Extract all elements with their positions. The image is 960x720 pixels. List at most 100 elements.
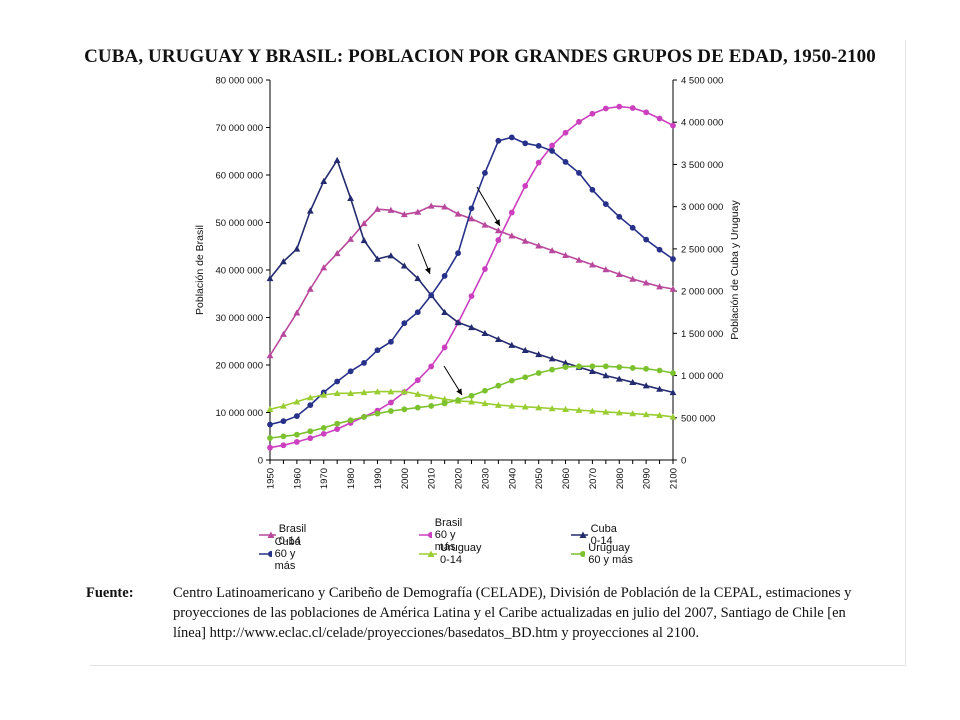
data-point-cuba-0-14 <box>347 194 354 201</box>
data-point-uruguay-0-14 <box>320 391 328 398</box>
data-point-uruguay-0-14 <box>575 406 583 413</box>
data-point-uruguay-0-14 <box>400 388 408 395</box>
data-point-brasil-0-14 <box>615 270 623 277</box>
data-point-uruguay-0-14 <box>548 405 556 412</box>
data-point-cuba-60-y-m-s <box>616 213 623 220</box>
data-point-brasil-60-y-m-s <box>589 110 596 117</box>
data-point-uruguay-0-14 <box>508 402 516 409</box>
legend-label: Brasil 0-14 <box>278 523 307 547</box>
data-point-cuba-60-y-m-s <box>589 186 596 193</box>
data-point-brasil-0-14 <box>441 203 449 210</box>
data-point-cuba-60-y-m-s <box>656 246 663 253</box>
data-point-cuba-60-y-m-s <box>535 142 542 149</box>
data-point-uruguay-0-14 <box>494 401 502 408</box>
data-point-uruguay-60-y-m-s <box>643 365 650 372</box>
data-point-cuba-0-14 <box>280 258 287 265</box>
data-point-uruguay-60-y-m-s <box>267 435 273 441</box>
data-point-uruguay-60-y-m-s <box>361 414 367 420</box>
x-tick-label: 2010 <box>427 468 438 489</box>
data-point-uruguay-0-14 <box>360 389 368 396</box>
data-point-cuba-0-14 <box>374 255 381 262</box>
y-left-tick-label: 50 000 000 <box>215 218 263 229</box>
y-right-tick-label: 2 000 000 <box>681 287 723 298</box>
data-point-uruguay-0-14 <box>481 400 489 407</box>
y-left-tick-label: 80 000 000 <box>215 76 263 87</box>
data-point-uruguay-60-y-m-s <box>468 392 475 399</box>
data-point-cuba-0-14 <box>468 324 475 331</box>
data-point-cuba-0-14 <box>669 389 677 396</box>
data-point-cuba-60-y-m-s <box>307 402 314 409</box>
data-point-cuba-0-14 <box>293 245 301 252</box>
source-label: Fuente: <box>86 585 134 601</box>
data-point-uruguay-0-14 <box>414 390 422 397</box>
data-point-brasil-0-14 <box>468 215 475 222</box>
x-tick-label: 2040 <box>507 468 518 489</box>
data-point-cuba-60-y-m-s <box>293 413 300 419</box>
data-point-uruguay-0-14 <box>387 388 395 395</box>
data-point-cuba-0-14 <box>360 237 368 244</box>
data-point-uruguay-0-14 <box>306 394 314 401</box>
data-point-brasil-60-y-m-s <box>522 183 529 189</box>
page-frame-bottom <box>90 665 906 666</box>
data-point-cuba-60-y-m-s <box>643 236 650 243</box>
legend-label: Brasil 60 y más <box>434 517 463 553</box>
data-point-uruguay-0-14 <box>602 408 610 415</box>
legend-label: Uruguay 60 y más <box>588 542 633 566</box>
data-point-cuba-60-y-m-s <box>374 347 381 354</box>
x-tick-label: 2090 <box>642 468 653 489</box>
data-point-cuba-0-14 <box>481 329 489 337</box>
data-point-cuba-60-y-m-s <box>522 140 529 147</box>
annotation-arrow <box>476 186 501 227</box>
x-tick-label: 2020 <box>454 468 465 489</box>
data-point-brasil-60-y-m-s <box>320 430 327 437</box>
page-frame-right <box>905 40 906 665</box>
data-point-brasil-0-14 <box>589 261 596 268</box>
data-point-cuba-60-y-m-s <box>414 309 421 316</box>
data-point-cuba-60-y-m-s <box>482 169 488 176</box>
data-point-cuba-60-y-m-s <box>455 250 461 257</box>
data-point-cuba-60-y-m-s <box>347 368 354 375</box>
data-point-brasil-0-14 <box>427 202 435 209</box>
data-point-uruguay-0-14 <box>562 405 569 413</box>
data-point-brasil-0-14 <box>669 285 677 292</box>
data-point-brasil-0-14 <box>374 205 381 212</box>
data-point-cuba-60-y-m-s <box>602 201 609 208</box>
x-tick-label: 2050 <box>534 468 545 489</box>
x-tick-label: 2070 <box>588 468 599 489</box>
data-point-brasil-0-14 <box>629 275 637 282</box>
data-point-brasil-0-14 <box>481 221 489 228</box>
data-point-brasil-0-14 <box>293 309 301 316</box>
x-tick-label: 2030 <box>480 468 491 489</box>
data-point-cuba-60-y-m-s <box>267 421 273 428</box>
data-point-brasil-0-14 <box>333 249 341 257</box>
data-point-brasil-60-y-m-s <box>293 439 300 445</box>
data-point-cuba-60-y-m-s <box>441 273 448 279</box>
data-point-cuba-60-y-m-s <box>549 148 555 154</box>
data-point-uruguay-0-14 <box>441 395 449 402</box>
data-point-brasil-60-y-m-s <box>535 159 542 166</box>
data-point-uruguay-60-y-m-s <box>334 420 341 427</box>
y-right-tick-label: 2 500 000 <box>681 244 723 255</box>
data-point-uruguay-60-y-m-s <box>576 363 582 370</box>
legend-label: Cuba 0-14 <box>590 523 617 547</box>
y-left-tick-label: 60 000 000 <box>215 171 263 182</box>
data-point-uruguay-0-14 <box>656 411 663 418</box>
data-point-brasil-0-14 <box>508 232 516 239</box>
source-text: Centro Latinoamericano y Caribeño de Dem… <box>173 585 852 641</box>
data-point-uruguay-0-14 <box>615 409 623 416</box>
data-point-cuba-0-14 <box>320 177 328 185</box>
data-point-brasil-60-y-m-s <box>549 142 555 149</box>
data-point-cuba-0-14 <box>589 367 596 375</box>
data-point-uruguay-60-y-m-s <box>428 403 435 409</box>
y-left-tick-label: 10 000 000 <box>215 408 263 419</box>
data-point-cuba-60-y-m-s <box>428 292 435 299</box>
source-note: Fuente: Centro Latinoamericano y Caribeñ… <box>86 583 876 643</box>
y-left-tick-label: 0 <box>258 456 263 467</box>
data-point-uruguay-60-y-m-s <box>589 363 596 370</box>
data-point-brasil-0-14 <box>548 247 556 254</box>
data-point-cuba-60-y-m-s <box>401 320 408 327</box>
y-right-tick-label: 3 000 000 <box>681 202 723 213</box>
data-point-cuba-60-y-m-s <box>334 378 341 385</box>
data-point-uruguay-60-y-m-s <box>562 364 569 371</box>
